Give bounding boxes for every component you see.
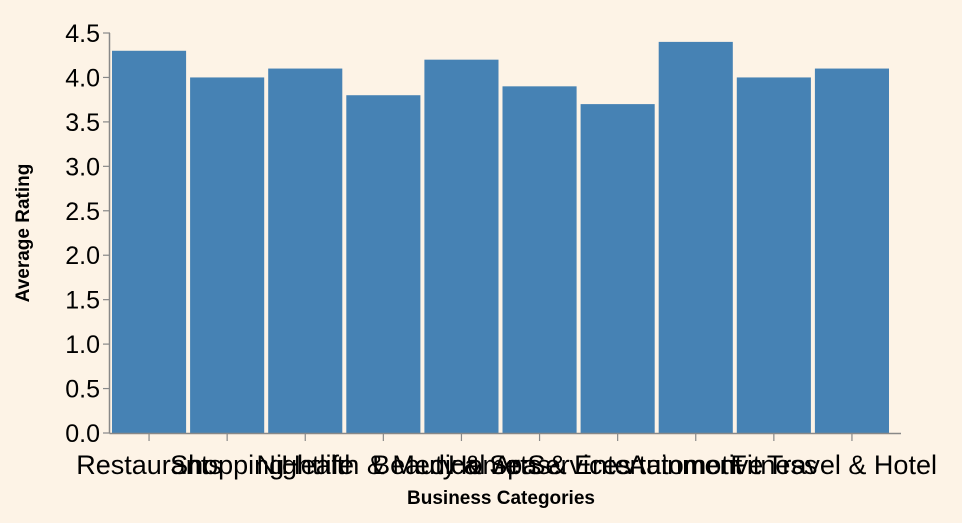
y-tick-label: 4.5 <box>65 20 100 48</box>
y-axis-title: Average Rating <box>13 164 34 303</box>
x-axis-title: Business Categories <box>407 488 595 509</box>
x-tick-label: Automotive <box>628 450 763 480</box>
y-tick-label: 1.0 <box>65 331 100 359</box>
y-axis: 0.0 0.5 1.0 1.5 2.0 2.5 3.0 3.5 4.0 4.5 <box>65 20 111 448</box>
bar-10 <box>814 68 889 434</box>
bar-3 <box>268 68 343 434</box>
bar-6 <box>502 86 577 433</box>
y-tick-label: 2.5 <box>65 198 100 226</box>
y-tick-label: 1.5 <box>65 287 100 315</box>
bar-8 <box>658 41 733 434</box>
x-tick-label: Beauty & Spas <box>372 450 551 480</box>
x-tick-label: Home Services <box>448 450 631 480</box>
x-tick-label: Restaurants <box>76 450 222 480</box>
bar-4 <box>346 95 421 433</box>
x-tick-label: Nightlife <box>256 450 354 480</box>
bars-group <box>112 41 889 434</box>
y-tick-label: 0.0 <box>65 420 100 448</box>
x-tick-label: Travel & Hotel <box>767 450 937 480</box>
x-tick-label: Fitness <box>730 450 817 480</box>
y-tick-label: 0.5 <box>65 376 100 404</box>
bar-7 <box>580 104 655 433</box>
x-tick-label: Health & Medical <box>281 450 485 480</box>
y-tick-label: 3.5 <box>65 109 100 137</box>
bar-5 <box>424 59 499 434</box>
bar-1 <box>112 50 187 434</box>
bar-2 <box>190 77 265 433</box>
bar-9 <box>736 77 811 433</box>
y-tick-label: 3.0 <box>65 153 100 181</box>
x-tick-label: Arts & Entertainment <box>493 450 743 480</box>
y-tick-label: 4.0 <box>65 64 100 92</box>
y-tick-label: 2.0 <box>65 242 100 270</box>
x-tick-label: Shopping <box>170 450 284 480</box>
